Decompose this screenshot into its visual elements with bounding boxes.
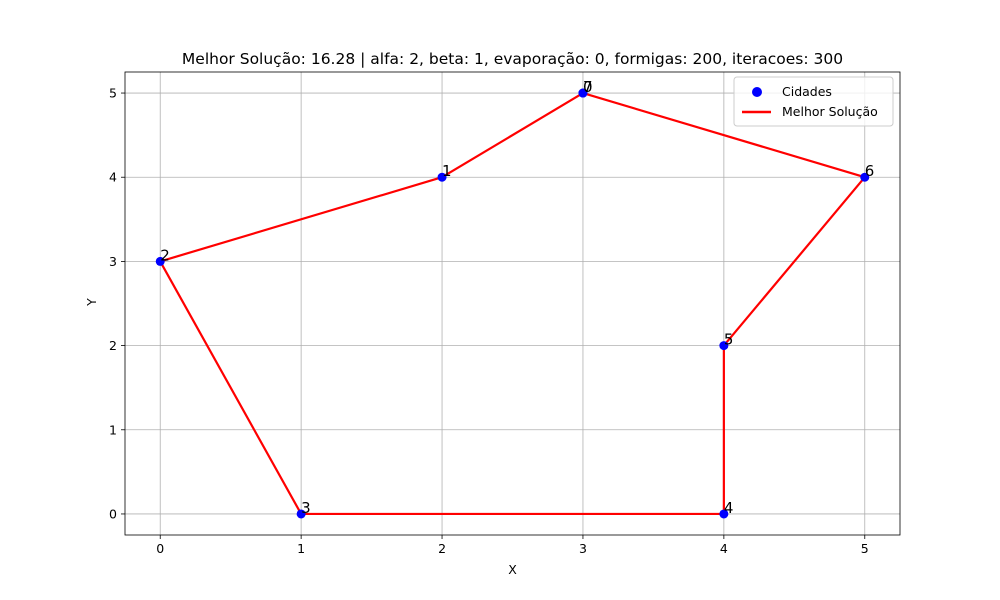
y-tick-label: 0 — [109, 506, 117, 521]
y-tick-label: 5 — [109, 86, 117, 101]
x-tick-label: 2 — [438, 541, 446, 556]
legend: Cidades Melhor Solução — [733, 76, 894, 127]
y-tick-label: 2 — [109, 338, 117, 353]
city-point-6 — [860, 172, 870, 182]
city-labels: 0 1 2 3 4 5 6 7 — [160, 78, 874, 517]
y-tick-label: 4 — [109, 170, 117, 185]
x-tick-label: 4 — [720, 541, 728, 556]
solution-path — [159, 91, 866, 516]
city-point-5 — [719, 341, 729, 351]
legend-label-cidades: Cidades — [782, 84, 832, 99]
city-label-6: 6 — [865, 162, 875, 180]
axes-frame — [124, 71, 901, 536]
x-tick-label: 1 — [297, 541, 305, 556]
city-point-1 — [437, 172, 447, 182]
ticks: 0 1 2 3 4 5 0 1 2 3 4 5 — [109, 86, 869, 556]
y-tick-label: 1 — [109, 422, 117, 437]
x-axis-label: X — [508, 562, 517, 577]
x-tick-label: 5 — [861, 541, 869, 556]
city-label-2: 2 — [160, 246, 170, 264]
city-point-3 — [296, 509, 306, 519]
city-label-7: 7 — [583, 78, 593, 96]
city-point-7 — [578, 88, 588, 98]
city-label-4: 4 — [724, 499, 734, 517]
plot-area-border — [124, 71, 901, 536]
solution-path-line — [159, 91, 866, 516]
x-tick-label: 3 — [579, 541, 587, 556]
city-point-4 — [719, 509, 729, 519]
x-tick-label: 0 — [156, 541, 164, 556]
city-label-1: 1 — [442, 162, 452, 180]
y-axis-label: Y — [84, 298, 99, 307]
y-tick-label: 3 — [109, 254, 117, 269]
legend-box — [733, 76, 894, 127]
chart-title: Melhor Solução: 16.28 | alfa: 2, beta: 1… — [182, 50, 843, 68]
city-label-3: 3 — [301, 499, 311, 517]
legend-label-melhor-solucao: Melhor Solução — [782, 104, 878, 119]
city-point-2 — [155, 256, 165, 266]
legend-marker-cidades — [752, 87, 762, 97]
city-label-5: 5 — [724, 331, 734, 349]
city-label-0: 0 — [583, 78, 593, 96]
city-points — [155, 88, 870, 519]
